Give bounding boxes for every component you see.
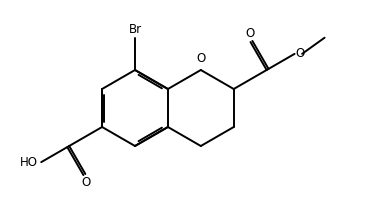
Text: Br: Br bbox=[128, 23, 142, 36]
Text: O: O bbox=[196, 51, 205, 64]
Text: O: O bbox=[81, 176, 91, 189]
Text: O: O bbox=[246, 27, 255, 40]
Text: HO: HO bbox=[20, 156, 38, 169]
Text: O: O bbox=[296, 47, 305, 60]
